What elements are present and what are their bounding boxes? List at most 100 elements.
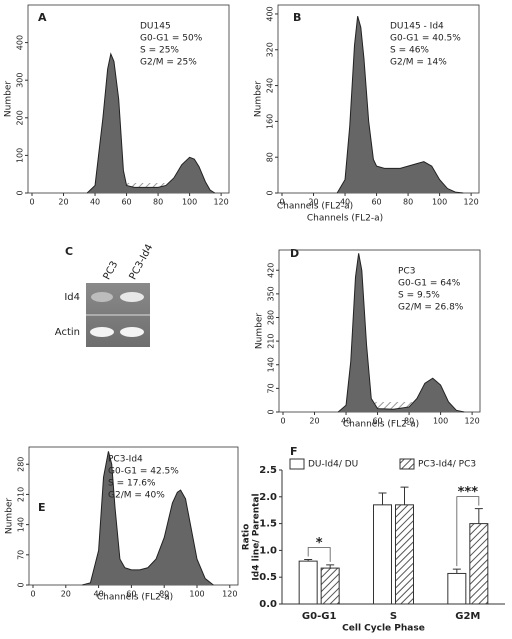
x-tick-label: 100: [182, 198, 197, 207]
y-tick-label: 320: [266, 42, 275, 57]
x-tick-label: 60: [126, 590, 136, 599]
y-tick-label: 0: [267, 409, 276, 414]
x-tick-label: 120: [464, 417, 479, 426]
bar: [395, 504, 414, 605]
y-tick-label: 400: [16, 35, 25, 50]
bar: [298, 560, 318, 605]
annotation: G0-G1 = 42.5%: [108, 467, 179, 477]
y-tick-label: 280: [267, 310, 276, 325]
legend-label: PC3-Id4/ PC3: [418, 460, 476, 470]
panel-label: D: [290, 247, 299, 260]
y-axis-label: Number: [254, 81, 264, 117]
y-tick-label: 200: [16, 110, 25, 125]
x-tick-label: 20: [309, 417, 319, 426]
annotation: G2/M = 25%: [140, 58, 197, 68]
error-bar: [378, 492, 387, 505]
y-tick-label: 420: [267, 263, 276, 278]
significance-bracket: [456, 496, 480, 567]
x-tick-label: 40: [90, 198, 100, 207]
x-axis-label: Cell Cycle Phase: [342, 624, 425, 634]
x-tick-label: G2M: [455, 611, 480, 622]
x-tick-label: 60: [371, 198, 381, 207]
annotation: S = 17.6%: [108, 479, 156, 489]
panel-label: E: [38, 501, 46, 514]
bar: [469, 523, 489, 605]
y-axis-label: Number: [5, 498, 15, 534]
y-axis-label: Id4 line/ Parental: [252, 493, 262, 580]
y-tick-label: 210: [17, 487, 26, 502]
annotation: PC3: [398, 267, 415, 277]
annotation: G0-G1 = 50%: [140, 34, 203, 44]
s-phase-band: [369, 402, 433, 412]
y-axis-label: Number: [4, 81, 14, 117]
x-tick-label: S: [390, 611, 397, 622]
x-tick-label: 0: [279, 198, 284, 207]
x-tick-label: 120: [213, 198, 228, 207]
x-tick-label: 100: [432, 198, 447, 207]
panel-label: F: [290, 445, 298, 458]
x-axis-label: Channels (FL2-a): [343, 420, 419, 430]
x-axis-label: Channels (FL2-a): [307, 214, 383, 224]
gel-lane-label: PC3-Id4: [128, 243, 156, 282]
panel-label: C: [65, 245, 73, 258]
significance: *: [316, 536, 323, 551]
gel-band: [120, 327, 144, 337]
x-tick-label: 80: [153, 198, 163, 207]
y-tick-label: 1.5: [259, 519, 277, 530]
annotation: S = 25%: [140, 46, 179, 56]
x-tick-label: 20: [61, 590, 71, 599]
x-tick-label: G0-G1: [302, 611, 337, 622]
y-tick-label: 100: [16, 148, 25, 163]
annotation: DU145 - Id4: [390, 22, 444, 32]
panel-label: B: [293, 11, 301, 24]
y-tick-label: 80: [266, 152, 275, 162]
error-bar: [474, 508, 483, 524]
annotation: G2/M = 40%: [108, 491, 165, 501]
x-axis-label: Channels (FL2-a): [277, 202, 353, 212]
gel-band: [90, 327, 114, 337]
x-axis-label: Channels (FL2-a): [97, 593, 173, 603]
y-tick-label: 350: [267, 286, 276, 301]
annotation: G2/M = 26.8%: [398, 303, 464, 313]
x-tick-label: 120: [463, 198, 478, 207]
y-tick-label: 240: [266, 78, 275, 93]
x-tick-label: 20: [58, 198, 68, 207]
x-tick-label: 40: [341, 417, 351, 426]
y-tick-label: 1.0: [259, 545, 277, 556]
y-tick-label: 0.5: [259, 572, 277, 583]
y-tick-label: 140: [17, 517, 26, 532]
x-tick-label: 20: [308, 198, 318, 207]
annotation: PC3-Id4: [108, 455, 143, 465]
histogram-curve: [82, 451, 214, 586]
x-tick-label: 60: [372, 417, 382, 426]
y-tick-label: 400: [266, 6, 275, 21]
x-tick-label: 80: [404, 417, 414, 426]
x-tick-label: 40: [94, 590, 104, 599]
significance-bracket: [307, 547, 331, 562]
gel-row-label: Actin: [55, 327, 80, 338]
error-bar: [304, 559, 313, 562]
y-tick-label: 70: [267, 383, 276, 393]
annotation: G2/M = 14%: [390, 58, 447, 68]
y-tick-label: 140: [267, 357, 276, 372]
annotation: DU145: [140, 22, 171, 32]
y-tick-label: 0: [16, 190, 25, 195]
x-tick-label: 120: [222, 590, 237, 599]
x-tick-label: 60: [121, 198, 131, 207]
y-tick-label: 0: [17, 582, 26, 587]
x-tick-label: 40: [340, 198, 350, 207]
significance: ***: [458, 485, 479, 500]
x-tick-label: 0: [30, 590, 35, 599]
bar: [373, 504, 392, 605]
gel-lane-label: PC3: [102, 260, 121, 282]
gel-row-label: Id4: [64, 292, 80, 303]
legend-swatch: [289, 458, 305, 470]
y-tick-label: 2.0: [259, 492, 277, 503]
histogram-curve: [337, 253, 465, 413]
annotation: S = 46%: [390, 46, 429, 56]
y-tick-label: 300: [16, 73, 25, 88]
panel-label: A: [38, 11, 47, 24]
y-tick-label: 160: [266, 114, 275, 129]
y-tick-label: 280: [17, 457, 26, 472]
